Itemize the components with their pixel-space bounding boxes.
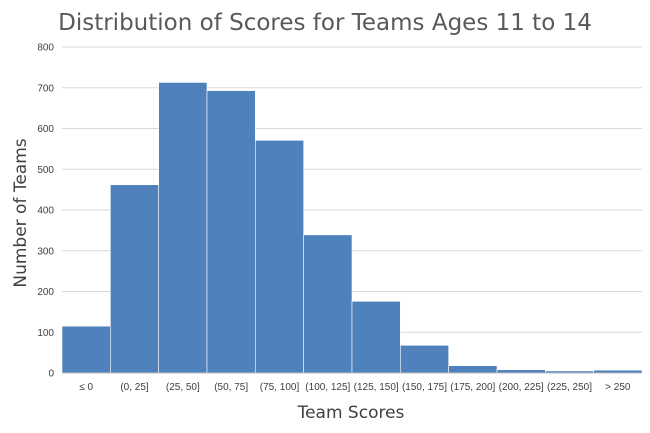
- histogram-bar: [110, 184, 159, 374]
- y-tick-label: 500: [37, 165, 54, 176]
- y-tick-label: 0: [48, 369, 54, 380]
- x-tick-label: (25, 50]: [166, 382, 200, 393]
- x-tick-label: > 250: [605, 382, 631, 393]
- y-tick-label: 200: [37, 287, 54, 298]
- y-tick-label: 700: [37, 83, 54, 94]
- histogram-bar: [158, 82, 208, 374]
- x-tick-label: (200, 225]: [499, 382, 544, 393]
- x-tick-label: (125, 150]: [354, 382, 399, 393]
- y-tick-label: 800: [37, 43, 54, 54]
- x-tick-label: (175, 200]: [450, 382, 495, 393]
- y-tick-label: 300: [37, 246, 54, 257]
- x-tick-label: (50, 75]: [214, 382, 248, 393]
- chart-title: Distribution of Scores for Teams Ages 11…: [58, 10, 592, 36]
- y-tick-label: 100: [37, 328, 54, 339]
- histogram-bar: [255, 140, 304, 374]
- y-axis-title: Number of Teams: [11, 138, 31, 287]
- x-tick-label: (100, 125]: [305, 382, 350, 393]
- y-axis-ticks: 0 100 200 300 400 500 600 700 800: [37, 43, 54, 380]
- y-tick-label: 600: [37, 124, 54, 135]
- x-tick-label: (225, 250]: [547, 382, 592, 393]
- x-tick-label: (75, 100]: [260, 382, 300, 393]
- x-axis-ticks: ≤ 0 (0, 25] (25, 50] (50, 75] (75, 100] (100,…: [79, 382, 631, 393]
- x-axis-title: Team Scores: [297, 403, 405, 423]
- bars: [61, 82, 643, 374]
- histogram-bar: [448, 365, 498, 374]
- histogram-bar: [400, 344, 449, 374]
- histogram-bar: [351, 300, 401, 374]
- x-tick-label: ≤ 0: [79, 382, 93, 393]
- histogram-bar: [303, 234, 353, 374]
- x-tick-label: (0, 25]: [120, 382, 149, 393]
- x-tick-label: (150, 175]: [402, 382, 447, 393]
- histogram-bar: [206, 90, 256, 374]
- y-tick-label: 400: [37, 206, 54, 217]
- histogram-bar: [61, 325, 111, 374]
